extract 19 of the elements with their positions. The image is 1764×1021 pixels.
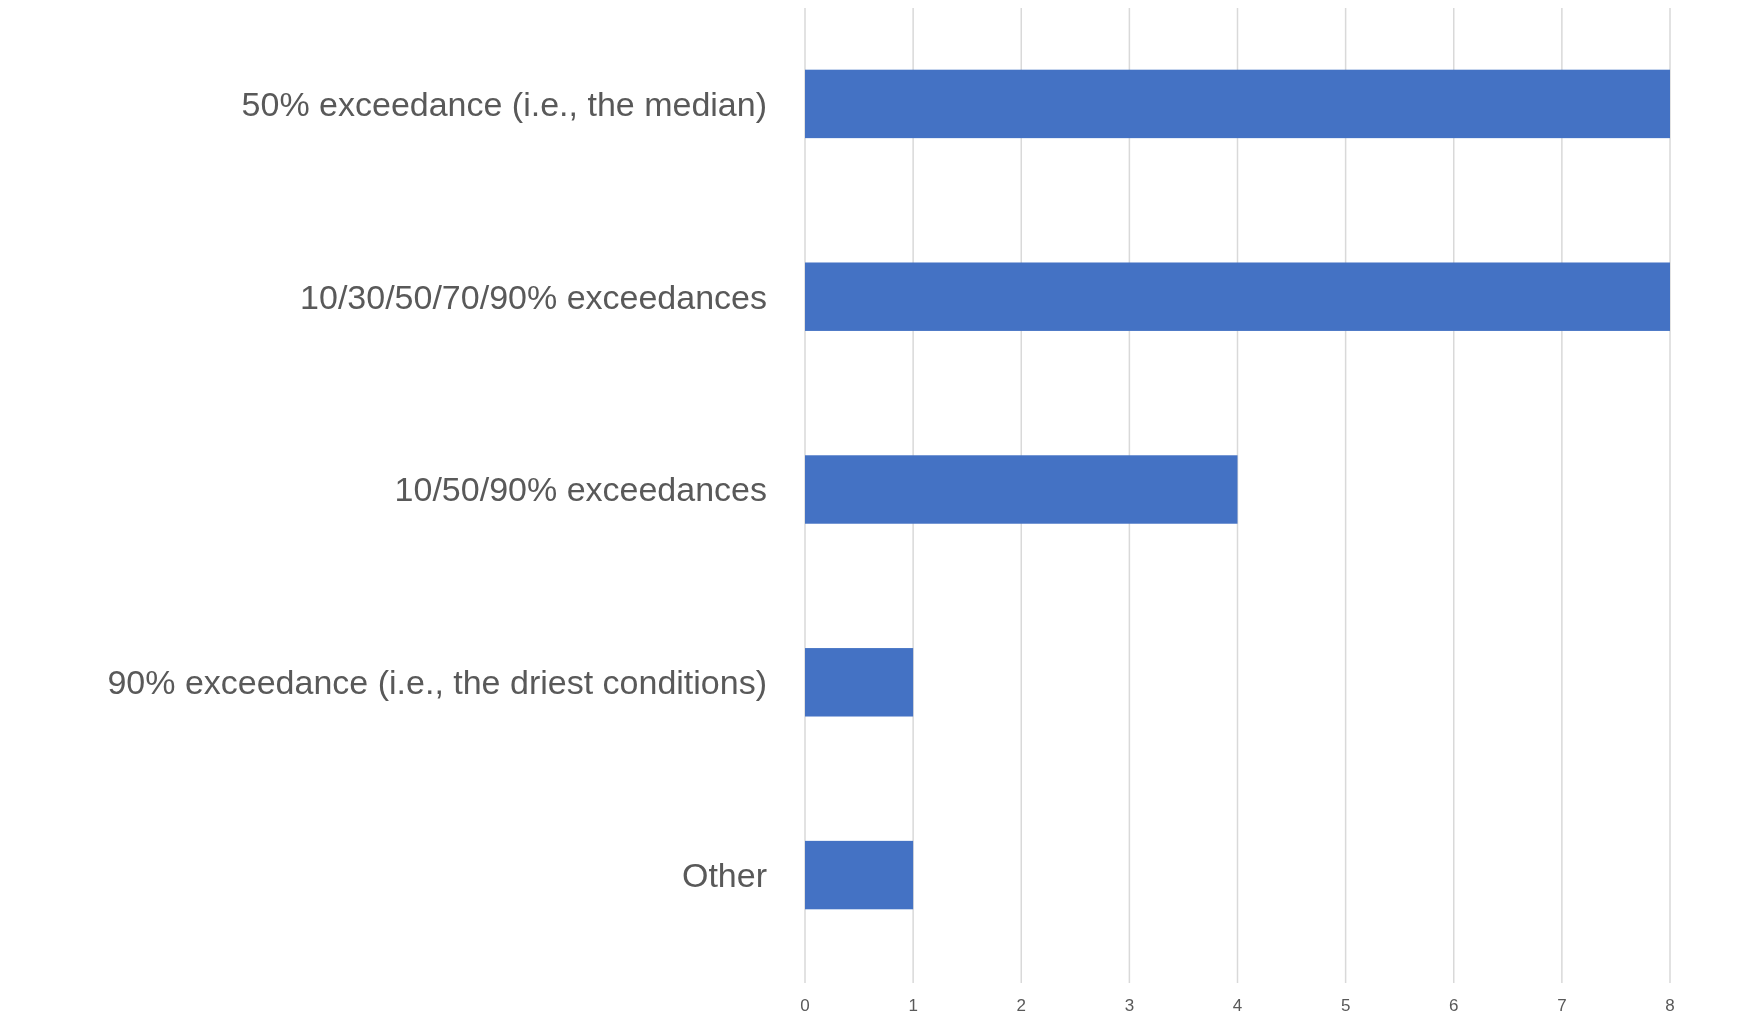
y-tick-label: 10/30/50/70/90% exceedances	[300, 277, 767, 316]
bar	[805, 648, 914, 717]
x-tick-label: 0	[800, 996, 810, 1015]
x-tick-label: 5	[1340, 996, 1351, 1015]
bar	[805, 455, 1238, 524]
x-tick-label: 7	[1557, 996, 1567, 1015]
y-tick-label: 10/50/90% exceedances	[394, 470, 767, 509]
x-tick-label: 1	[908, 996, 918, 1015]
x-tick-label: 2	[1016, 996, 1026, 1015]
y-tick-label: Other	[681, 855, 767, 894]
bar	[805, 262, 1670, 331]
bar	[805, 840, 914, 910]
x-tick-label: 6	[1449, 996, 1459, 1015]
x-tick-label: 3	[1124, 996, 1135, 1015]
y-tick-label: 50% exceedance (i.e., the median)	[241, 84, 767, 123]
y-tick-label: 90% exceedance (i.e., the driest conditions)	[107, 663, 767, 702]
x-tick-label: 4	[1232, 996, 1243, 1015]
x-tick-label: 8	[1665, 996, 1675, 1015]
bar	[805, 69, 1670, 139]
